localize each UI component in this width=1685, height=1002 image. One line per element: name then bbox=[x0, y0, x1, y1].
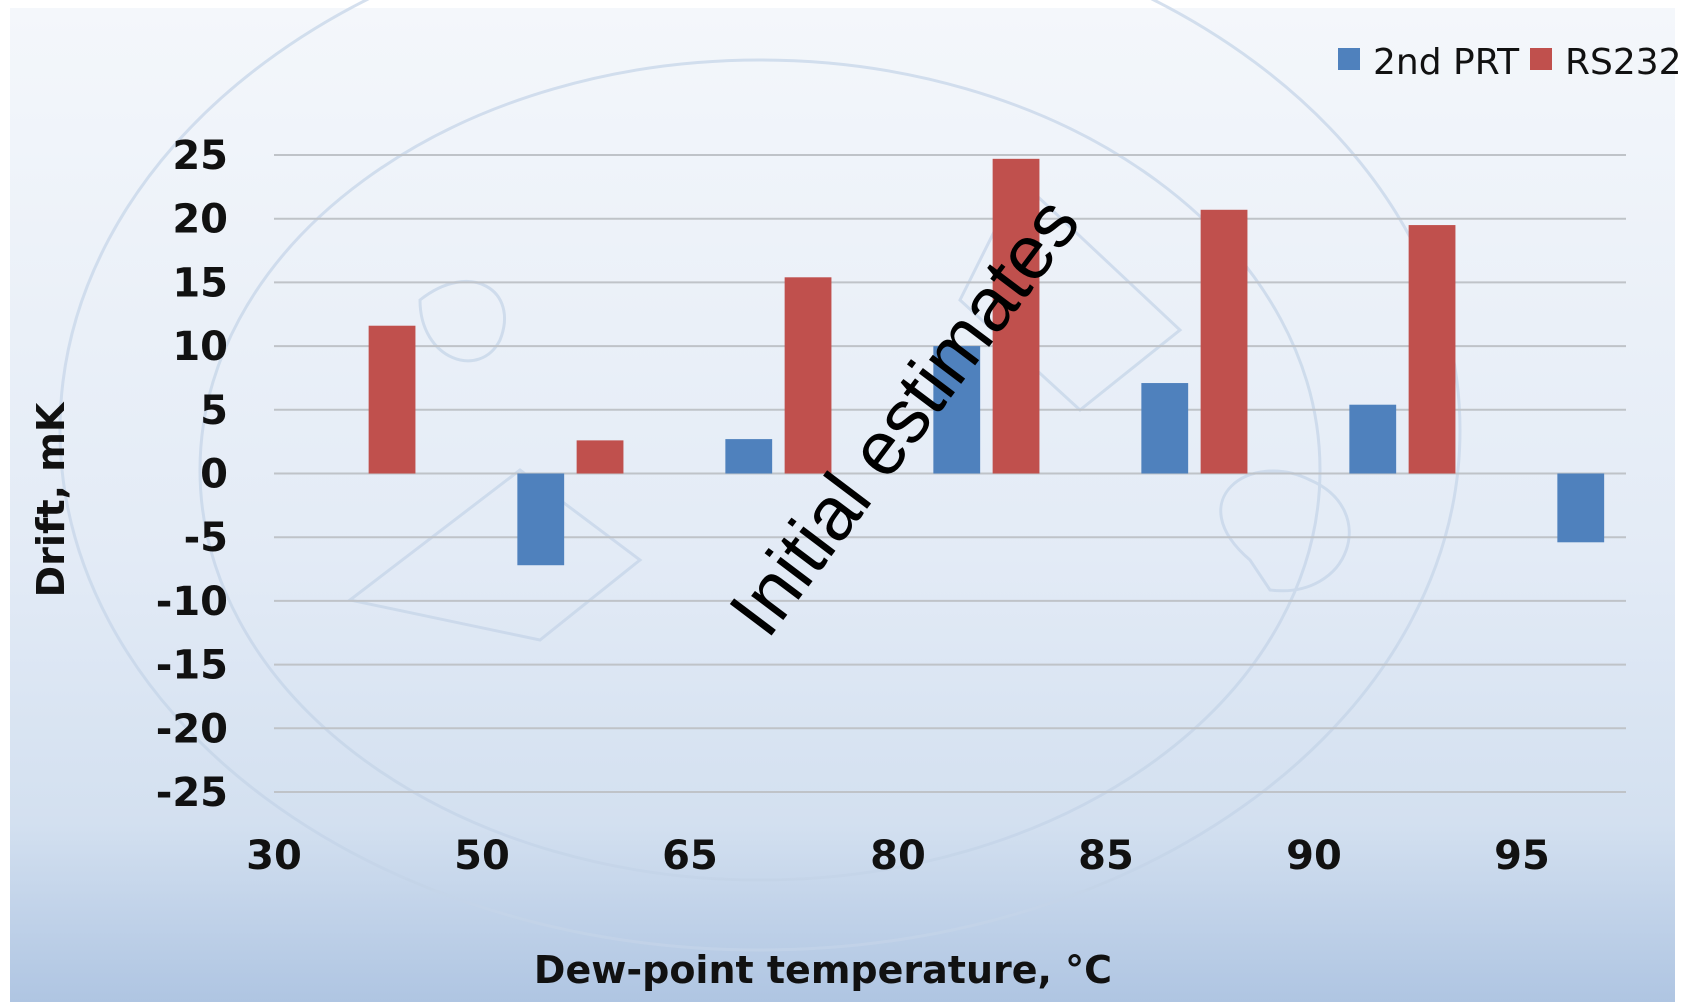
bar-2nd-prt-80 bbox=[933, 346, 981, 474]
y-tick-label: 25 bbox=[172, 133, 228, 179]
bars bbox=[368, 158, 1605, 566]
bar-rs232-85 bbox=[1200, 209, 1248, 474]
bar-2nd-prt-85 bbox=[1141, 383, 1189, 474]
x-tick-label: 65 bbox=[662, 833, 718, 879]
y-tick-label: -20 bbox=[156, 706, 228, 752]
y-tick-label: -5 bbox=[184, 515, 228, 561]
y-tick-label: -15 bbox=[156, 643, 228, 689]
bar-rs232-30 bbox=[368, 325, 416, 474]
y-tick-label: 10 bbox=[172, 324, 228, 370]
bar-2nd-prt-50 bbox=[517, 473, 565, 566]
bar-rs232-65 bbox=[784, 277, 832, 474]
x-tick-label: 90 bbox=[1286, 833, 1342, 879]
x-tick-label: 85 bbox=[1078, 833, 1134, 879]
bar-2nd-prt-95 bbox=[1557, 473, 1605, 543]
background-emblem bbox=[58, 0, 1462, 952]
x-tick-label: 95 bbox=[1494, 833, 1550, 879]
x-tick-label: 30 bbox=[246, 833, 302, 879]
legend: 2nd PRT RS232 bbox=[1338, 42, 1682, 83]
legend-label-2nd-prt: 2nd PRT bbox=[1373, 42, 1520, 83]
legend-swatch-2nd-prt bbox=[1338, 48, 1360, 70]
bar-2nd-prt-90 bbox=[1349, 404, 1397, 474]
x-tick-label: 50 bbox=[454, 833, 510, 879]
y-axis-title: Drift, mK bbox=[29, 401, 73, 597]
legend-label-rs232: RS232 bbox=[1565, 42, 1682, 83]
legend-swatch-rs232 bbox=[1530, 48, 1552, 70]
y-tick-label: 5 bbox=[200, 388, 228, 434]
bar-rs232-80 bbox=[992, 158, 1040, 474]
bar-rs232-50 bbox=[576, 440, 624, 474]
y-tick-label: 20 bbox=[172, 197, 228, 243]
x-axis-tick-labels: 30 50 65 80 85 90 95 bbox=[246, 833, 1550, 879]
y-tick-label: 0 bbox=[200, 452, 228, 498]
y-axis-tick-labels: 25 20 15 10 5 0 -5 -10 -15 -20 -25 bbox=[156, 133, 228, 816]
x-axis-title: Dew-point temperature, °C bbox=[534, 948, 1112, 992]
y-tick-label: -10 bbox=[156, 579, 228, 625]
chart-background bbox=[10, 8, 1675, 1002]
x-tick-label: 80 bbox=[870, 833, 926, 879]
bar-rs232-90 bbox=[1408, 225, 1456, 474]
y-tick-label: -25 bbox=[156, 770, 228, 816]
y-tick-label: 15 bbox=[172, 260, 228, 306]
bar-2nd-prt-65 bbox=[725, 439, 773, 474]
